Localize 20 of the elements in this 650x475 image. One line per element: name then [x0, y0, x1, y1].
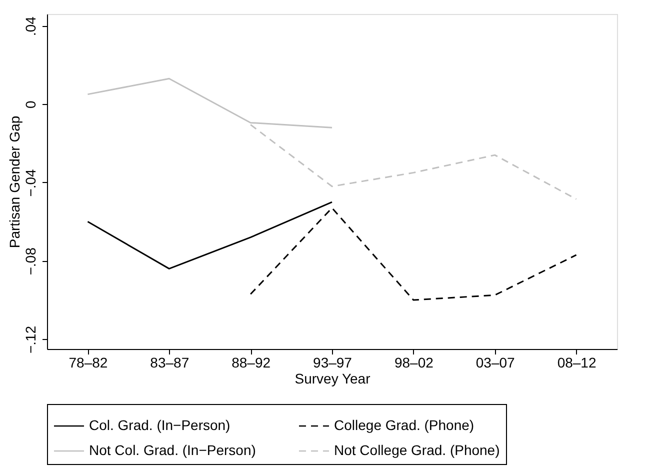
x-tick-label: 98–02: [394, 354, 434, 370]
x-tick-label: 93–97: [313, 354, 352, 370]
y-tick-label: −.04: [22, 168, 38, 197]
x-tick-label: 08–12: [557, 354, 596, 370]
y-tick-label: −.12: [22, 326, 38, 354]
legend-label: College Grad. (Phone): [334, 417, 474, 433]
legend-label: Not Col. Grad. (In−Person): [89, 442, 256, 458]
y-axis-title: Partisan Gender Gap: [6, 116, 22, 248]
x-tick-label: 78–82: [68, 354, 108, 370]
x-tick-label: 88–92: [232, 354, 271, 370]
y-tick-label: 0: [22, 100, 38, 109]
legend-label: Not College Grad. (Phone): [334, 442, 500, 458]
x-tick-label: 83–87: [150, 354, 190, 370]
x-tick-label: 03–07: [476, 354, 516, 370]
line-series: [86, 201, 333, 270]
line-series: [250, 207, 578, 301]
y-tick-label: −.08: [22, 247, 38, 276]
y-tick-label: .04: [22, 16, 38, 36]
legend-label: Col. Grad. (In−Person): [89, 417, 230, 433]
x-axis-title: Survey Year: [294, 370, 371, 386]
